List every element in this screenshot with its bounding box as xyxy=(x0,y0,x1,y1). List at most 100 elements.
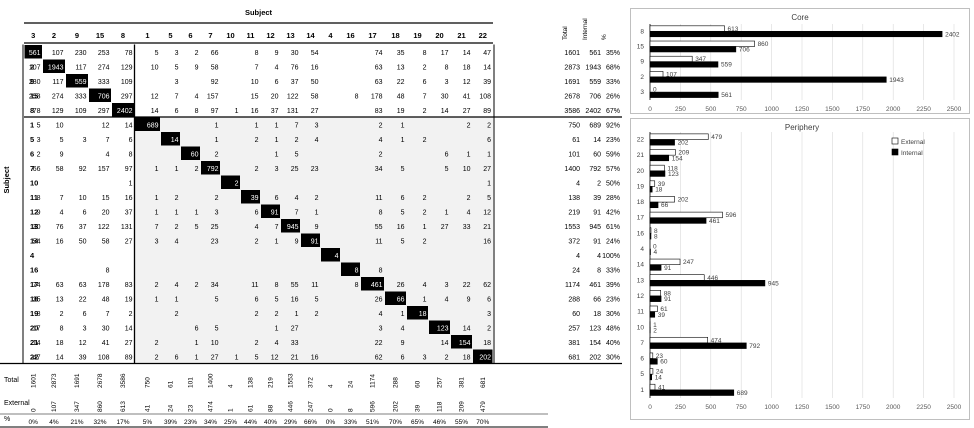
matrix-cell: 35 xyxy=(33,296,41,303)
matrix-cell: 92 xyxy=(211,79,219,86)
matrix-cell: 14 xyxy=(463,325,471,332)
matrix-cell: 2 xyxy=(155,340,159,347)
row-header: 6 xyxy=(30,149,34,158)
bar-value-label: 945 xyxy=(768,280,779,287)
matrix-cell: 108 xyxy=(98,354,110,361)
matrix-cell: 117 xyxy=(52,79,63,86)
matrix-cell: 21 xyxy=(291,354,299,361)
x-tick-label: 1500 xyxy=(825,404,840,411)
matrix-cell: 6 xyxy=(401,354,405,361)
matrix-cell: 2 xyxy=(195,50,199,57)
legend-swatch xyxy=(891,137,899,145)
bar-value-label: 61 xyxy=(660,306,668,313)
bar xyxy=(649,139,675,146)
column-header: 21 xyxy=(457,31,465,40)
matrix-cell: 2 xyxy=(255,238,259,245)
side-header: % xyxy=(601,34,608,40)
bar-value-label: 123 xyxy=(668,171,679,178)
row-total: 1691 xyxy=(564,79,580,86)
bar xyxy=(649,389,735,396)
bar-value-label: 14 xyxy=(655,374,663,381)
matrix-cell: 2 xyxy=(445,354,449,361)
matrix-cell: 78 xyxy=(125,50,133,57)
matrix-cell: 97 xyxy=(125,166,133,173)
matrix-cell: 3 xyxy=(445,282,449,289)
footer-pct: 46% xyxy=(433,419,446,426)
matrix-cell: 3 xyxy=(275,166,279,173)
matrix-cell: 14 xyxy=(125,122,133,129)
footer-pct: 17% xyxy=(116,419,129,426)
column-header: 10 xyxy=(226,31,234,40)
row-total: 1400 xyxy=(564,166,580,173)
matrix-cell: 1 xyxy=(255,122,259,129)
row-header: 5 xyxy=(30,135,34,144)
matrix-cell: 2 xyxy=(315,311,319,318)
row-total: 138 xyxy=(568,195,580,202)
matrix-cell: 6 xyxy=(401,195,405,202)
matrix-cell: 8 xyxy=(355,282,359,289)
matrix-cell: 17 xyxy=(33,325,41,332)
matrix-cell: 14 xyxy=(483,64,491,71)
row-total: 23% xyxy=(606,296,620,303)
matrix-cell: 1 xyxy=(487,151,491,158)
matrix-cell: 3 xyxy=(215,209,219,216)
row-total: 4 xyxy=(576,180,580,187)
matrix-cell: 33 xyxy=(291,340,299,347)
matrix-cell: 1 xyxy=(215,137,219,144)
matrix-cell: 18 xyxy=(419,311,427,318)
matrix-cell: 157 xyxy=(98,166,110,173)
matrix-cell: 23 xyxy=(311,166,319,173)
row-total: 26% xyxy=(606,93,620,100)
bar-value-label: 118 xyxy=(667,165,678,172)
matrix-cell: 4 xyxy=(175,282,179,289)
row-header: 8 xyxy=(30,106,34,115)
matrix-cell: 2 xyxy=(315,195,319,202)
bar-value-label: 8 xyxy=(654,234,658,241)
footer-external: 860 xyxy=(97,401,104,412)
footer-pct: 21% xyxy=(70,419,83,426)
row-total: 100% xyxy=(602,253,620,260)
row-header: 16 xyxy=(30,265,38,274)
footer-pct: 5% xyxy=(143,419,153,426)
x-tick-label: 2500 xyxy=(947,106,962,113)
footer-pct: 65% xyxy=(411,419,424,426)
x-tick-label: 1250 xyxy=(795,404,810,411)
x-tick-label: 1750 xyxy=(856,404,871,411)
matrix-cell: 58 xyxy=(311,93,319,100)
category-label: 21 xyxy=(637,152,645,159)
matrix-cell: 2 xyxy=(155,354,159,361)
matrix-cell: 30 xyxy=(441,93,449,100)
matrix-cell: 2 xyxy=(379,122,383,129)
bar-value-label: 88 xyxy=(664,290,672,297)
row-header: 9 xyxy=(30,77,34,86)
bar-value-label: 91 xyxy=(664,265,672,272)
column-header: 13 xyxy=(286,31,294,40)
category-label: 15 xyxy=(637,43,645,50)
footer-pct: 44% xyxy=(244,419,257,426)
matrix-cell: 11 xyxy=(375,195,382,202)
matrix-cell: 2 xyxy=(255,340,259,347)
matrix-cell: 22 xyxy=(397,79,405,86)
row-total: 24% xyxy=(606,238,620,245)
matrix-cell: 3 xyxy=(175,79,179,86)
legend-swatch xyxy=(891,148,899,156)
matrix-cell: 274 xyxy=(52,93,64,100)
matrix-cell: 5 xyxy=(295,151,299,158)
matrix-cell: 27 xyxy=(463,108,471,115)
footer-external: 1 xyxy=(228,408,235,412)
row-total: 461 xyxy=(589,282,601,289)
category-label: 20 xyxy=(637,168,645,175)
matrix-cell: 5 xyxy=(215,325,219,332)
row-header: 11 xyxy=(30,193,38,202)
matrix-cell: 14 xyxy=(441,108,449,115)
matrix-cell: 1 xyxy=(275,238,279,245)
matrix-cell: 2 xyxy=(379,151,383,158)
matrix-cell: 6 xyxy=(487,137,491,144)
matrix-cell: 41 xyxy=(102,340,110,347)
matrix-cell: 63 xyxy=(375,64,383,71)
matrix-cell: 3 xyxy=(83,137,87,144)
bar xyxy=(649,186,653,193)
row-total: 14 xyxy=(593,137,601,144)
footer-pct: 33% xyxy=(344,419,357,426)
matrix-cell: 9 xyxy=(467,296,471,303)
